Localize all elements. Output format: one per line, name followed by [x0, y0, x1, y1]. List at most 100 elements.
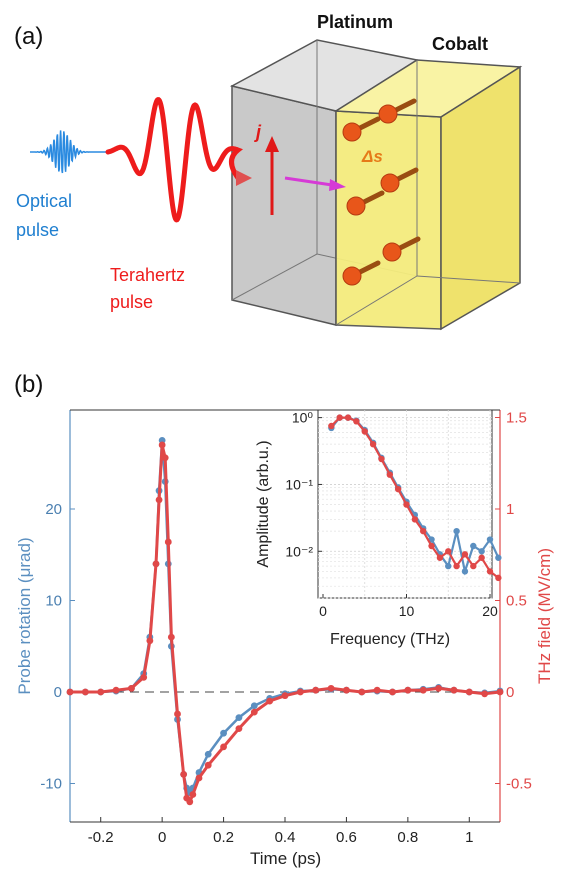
- data-point: [435, 684, 442, 692]
- data-point: [174, 710, 181, 718]
- data-point: [167, 633, 175, 641]
- x-tick-label: 0.2: [213, 829, 234, 846]
- spin-icon: [342, 116, 381, 142]
- platinum-slab: [229, 39, 419, 326]
- optical-pulse-label-line2: pulse: [16, 220, 59, 240]
- inset-data-point: [428, 542, 435, 550]
- inset-y-tick-label: 10⁰: [292, 410, 314, 426]
- spin-injection-arrow-icon: [284, 176, 346, 191]
- inset-x-tick-label: 20: [482, 603, 498, 619]
- spin-icon: [378, 98, 417, 124]
- cobalt-label: Cobalt: [432, 34, 488, 54]
- inset-data-point: [369, 441, 377, 448]
- inset-data-point: [336, 414, 343, 421]
- data-point: [235, 725, 243, 732]
- current-arrow-icon: [265, 136, 279, 215]
- data-point: [235, 714, 243, 722]
- data-point: [496, 688, 504, 696]
- thz-pulse-label-line2: pulse: [110, 292, 153, 312]
- optical-pulse-label-line1: Optical: [16, 191, 72, 211]
- inset-data-point: [461, 568, 469, 575]
- inset-data-point: [495, 554, 502, 561]
- data-point: [343, 686, 350, 694]
- inset-data-point: [470, 542, 477, 550]
- right-tick-label: 1: [506, 501, 514, 518]
- inset-data-point: [403, 501, 410, 508]
- data-point: [128, 684, 135, 692]
- data-point: [81, 688, 89, 696]
- left-tick-label: 10: [45, 593, 62, 610]
- data-point: [250, 708, 258, 716]
- x-axis-label: Time (ps): [250, 849, 321, 868]
- inset-data-point: [436, 554, 444, 561]
- spin-icons: [342, 98, 421, 286]
- data-point: [266, 697, 274, 705]
- current-symbol: j: [254, 122, 262, 142]
- inset-x-tick-label: 0: [319, 603, 327, 619]
- inset-data-point: [478, 548, 485, 555]
- data-point: [296, 688, 304, 696]
- inset-data-point: [361, 428, 368, 435]
- panel-b-label: (b): [14, 371, 43, 398]
- inset-data-point: [445, 562, 452, 570]
- main-ticks: -0.2 0 0.2 0.4 0.6 0.8 1 -10 0 10 20 -0.5 0 0.5 1 1.5: [40, 410, 532, 847]
- data-point: [281, 692, 289, 700]
- data-point: [389, 688, 396, 696]
- data-point: [146, 637, 154, 645]
- left-tick-label: -10: [40, 776, 62, 793]
- cobalt-slab: [333, 59, 523, 331]
- spin-icon: [380, 167, 419, 193]
- inset-data-point: [420, 527, 427, 535]
- panel-a-label: (a): [14, 23, 43, 50]
- data-point: [465, 688, 473, 696]
- inset-data-point: [486, 536, 494, 543]
- inset-chart: 0 10 20 10⁰ 10⁻¹ 10⁻²: [285, 409, 502, 619]
- right-tick-label: 0.5: [506, 593, 527, 610]
- data-point: [220, 743, 227, 751]
- right-axis-label: THz field (MV/cm): [535, 548, 554, 684]
- inset-data-point: [453, 527, 460, 535]
- x-tick-label: -0.2: [88, 829, 114, 846]
- x-tick-label: 0.8: [397, 829, 418, 846]
- data-point: [419, 686, 427, 694]
- data-point: [112, 686, 120, 694]
- inset-y-tick-label: 10⁻¹: [285, 476, 313, 492]
- data-point: [250, 702, 258, 710]
- left-tick-label: 0: [54, 684, 62, 701]
- data-point: [66, 688, 74, 696]
- data-point: [204, 761, 212, 769]
- inset-data-point: [461, 551, 469, 558]
- inset-data-point: [394, 485, 402, 493]
- spin-symbol: Δs: [361, 147, 383, 166]
- data-point: [152, 560, 160, 568]
- inset-y-label: Amplitude (arb.u.): [255, 440, 272, 567]
- x-tick-label: 0.4: [275, 829, 296, 846]
- inset-data-point: [495, 574, 502, 582]
- right-tick-label: 0: [506, 684, 514, 701]
- data-point: [312, 686, 320, 694]
- data-point: [358, 688, 366, 696]
- spin-icon: [382, 236, 421, 262]
- data-point: [404, 686, 412, 694]
- x-tick-label: 1: [465, 829, 473, 846]
- data-point: [97, 688, 105, 696]
- inset-data-point: [453, 562, 460, 570]
- inset-data-point: [344, 414, 352, 421]
- inset-data-point: [445, 548, 452, 555]
- optical-pulse-icon: [30, 130, 108, 174]
- inset-data-point: [378, 455, 385, 463]
- inset-y-tick-label: 10⁻²: [285, 543, 313, 559]
- data-point: [186, 798, 194, 806]
- x-tick-label: 0.6: [336, 829, 357, 846]
- data-point: [220, 729, 227, 737]
- inset-x-tick-label: 10: [399, 603, 415, 619]
- data-point: [161, 454, 169, 462]
- data-point: [373, 686, 381, 694]
- data-point: [450, 686, 458, 694]
- left-tick-label: 20: [45, 501, 62, 518]
- data-point: [140, 673, 148, 681]
- data-point: [195, 774, 203, 782]
- inset-data-point: [328, 422, 335, 430]
- data-point: [204, 750, 212, 758]
